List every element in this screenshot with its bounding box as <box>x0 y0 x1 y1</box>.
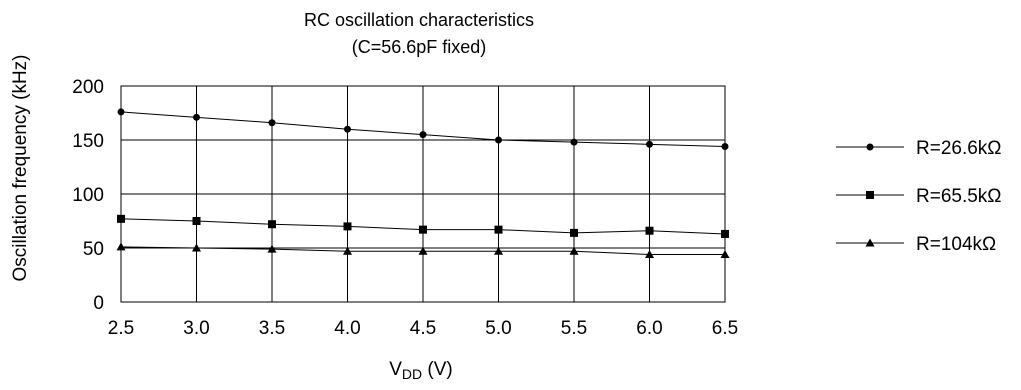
x-tick-label: 4.0 <box>334 318 360 339</box>
chart-title: RC oscillation characteristics <box>304 10 534 30</box>
x-tick-label: 4.5 <box>410 318 436 339</box>
y-axis-label: Oscillation frequency (kHz) <box>10 54 31 281</box>
data-point-circle <box>721 142 729 150</box>
data-point-triangle <box>720 249 730 258</box>
y-tick-label: 100 <box>72 185 104 206</box>
data-point-square <box>192 217 201 225</box>
data-point-square <box>343 222 352 231</box>
data-point-triangle <box>494 246 503 255</box>
data-point-square <box>570 228 578 237</box>
legend-label: R=26.6kΩ <box>916 138 1002 159</box>
grid <box>120 85 726 303</box>
x-tick-label: 3.5 <box>259 318 285 339</box>
x-tick-label: 5.0 <box>485 318 511 339</box>
x-tick-label: 5.5 <box>561 318 587 339</box>
data-point-triangle <box>192 243 201 252</box>
data-point-triangle <box>343 246 352 255</box>
x-axis-label: VDD (V) <box>389 359 453 382</box>
data-point-square <box>419 225 427 234</box>
data-point-square <box>117 214 125 223</box>
data-point-circle <box>419 131 427 139</box>
data-point-circle <box>193 113 200 121</box>
data-point-circle <box>344 125 351 133</box>
x-tick-label: 6.5 <box>712 318 738 339</box>
data-point-triangle <box>267 244 277 253</box>
data-point-circle <box>495 136 502 144</box>
legend-item: R=26.6kΩ <box>836 138 1002 159</box>
x-tick-label: 3.0 <box>183 318 209 339</box>
data-point-square <box>268 220 276 229</box>
data-point-triangle <box>569 246 579 255</box>
data-point-square <box>645 226 654 235</box>
data-point-triangle <box>418 246 428 255</box>
data-point-circle <box>646 140 653 148</box>
data-point-square <box>494 225 503 234</box>
x-tick-label: 2.5 <box>108 318 134 339</box>
y-tick-label: 200 <box>72 77 104 98</box>
x-axis-label-unit: (V) <box>422 359 453 380</box>
data-point-triangle <box>645 249 654 258</box>
series-2 <box>117 214 729 238</box>
series-3 <box>116 242 730 258</box>
data-point-circle <box>268 119 276 127</box>
legend-item: R=65.5kΩ <box>836 186 1002 207</box>
legend-label: R=65.5kΩ <box>916 186 1002 207</box>
y-tick-label: 0 <box>93 293 104 314</box>
series-1 <box>117 108 729 150</box>
legend: R=26.6kΩ R=65.5kΩ R=104kΩ <box>836 138 1002 255</box>
chart-subtitle: (C=56.6pF fixed) <box>352 37 487 57</box>
legend-marker-circle <box>866 143 874 151</box>
x-tick-label: 6.0 <box>636 318 662 339</box>
x-axis-label-main: V <box>389 359 402 380</box>
legend-item: R=104kΩ <box>836 234 996 255</box>
y-axis-ticks: 0 50 100 150 200 <box>72 77 104 314</box>
data-point-circle <box>570 138 578 146</box>
y-tick-label: 150 <box>72 131 104 152</box>
legend-marker-triangle <box>865 238 875 247</box>
y-tick-label: 50 <box>83 239 104 260</box>
x-axis-ticks: 2.5 3.0 3.5 4.0 4.5 5.0 5.5 6.0 6.5 <box>108 318 738 339</box>
series-group <box>116 108 730 258</box>
data-point-triangle <box>116 242 126 251</box>
data-point-circle <box>117 108 125 116</box>
legend-label: R=104kΩ <box>916 234 996 255</box>
x-axis-label-subscript: DD <box>402 366 422 382</box>
data-point-square <box>721 229 729 238</box>
legend-marker-square <box>866 191 874 199</box>
